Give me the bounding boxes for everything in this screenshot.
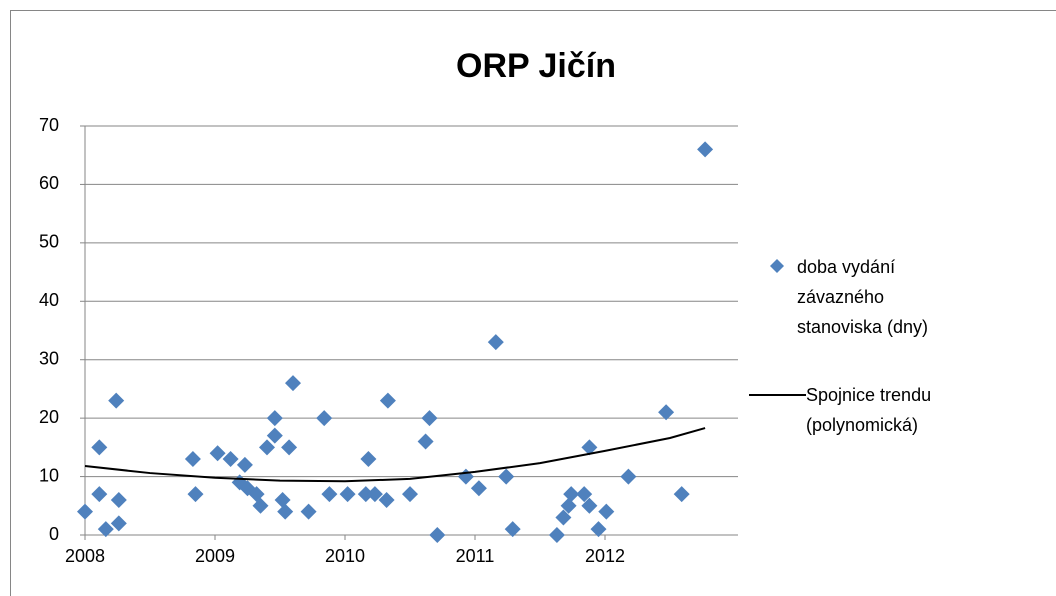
point (429, 527, 446, 543)
point (658, 404, 675, 421)
point (360, 451, 377, 468)
x-tick-label: 2011 (456, 546, 495, 566)
point (581, 439, 598, 456)
legend-entry: doba vydání závazného stanoviska (dny) (797, 257, 929, 337)
point (285, 375, 301, 392)
point (277, 503, 294, 520)
y-tick-label: 50 (39, 232, 59, 252)
legend-entry: Spojnice trendu (polynomická) (806, 385, 932, 435)
x-tick-label: 2010 (325, 546, 365, 566)
x-tick-label: 2012 (585, 546, 625, 566)
point (379, 392, 396, 409)
point (402, 486, 418, 503)
point (274, 491, 291, 508)
point (590, 521, 607, 538)
point (563, 486, 580, 503)
point (316, 410, 333, 427)
y-tick-label: 0 (49, 524, 59, 544)
y-tick-label: 40 (39, 290, 59, 310)
point (620, 468, 637, 485)
y-tick-label: 70 (39, 115, 59, 135)
point (548, 527, 565, 543)
point (339, 486, 356, 503)
point (581, 497, 598, 514)
point (487, 334, 504, 351)
point (77, 503, 93, 520)
point (91, 486, 108, 503)
point (470, 480, 487, 497)
x-tick-label: 2009 (195, 546, 235, 566)
point (417, 433, 434, 450)
point (576, 486, 593, 503)
y-tick-label: 20 (39, 407, 59, 427)
point (281, 439, 298, 456)
point (252, 497, 269, 514)
point (300, 503, 317, 520)
trend-line (84, 427, 706, 483)
y-tick-label: 30 (39, 348, 59, 368)
point (110, 515, 127, 532)
point (378, 491, 395, 508)
point (673, 486, 690, 503)
chart-frame (10, 10, 1056, 596)
point (598, 503, 615, 520)
point (259, 439, 275, 456)
x-tick-label: 2008 (65, 546, 105, 566)
point (266, 427, 283, 444)
point (504, 521, 521, 538)
point (560, 497, 577, 514)
legend-marker (770, 259, 784, 273)
point (236, 456, 253, 473)
point (357, 486, 374, 503)
point (697, 141, 714, 158)
point (555, 509, 572, 526)
point (366, 486, 383, 503)
point (209, 445, 226, 462)
y-tick-label: 60 (39, 173, 59, 193)
point (222, 451, 239, 468)
point (498, 468, 515, 485)
point (108, 392, 125, 409)
point (184, 451, 201, 468)
point (266, 410, 283, 427)
point (187, 486, 204, 503)
point (91, 439, 108, 456)
point (421, 410, 438, 427)
y-tick-label: 10 (39, 465, 59, 485)
point (321, 486, 338, 503)
chart-title: ORP Jičín (456, 47, 616, 85)
point (97, 521, 114, 538)
point (110, 491, 127, 508)
